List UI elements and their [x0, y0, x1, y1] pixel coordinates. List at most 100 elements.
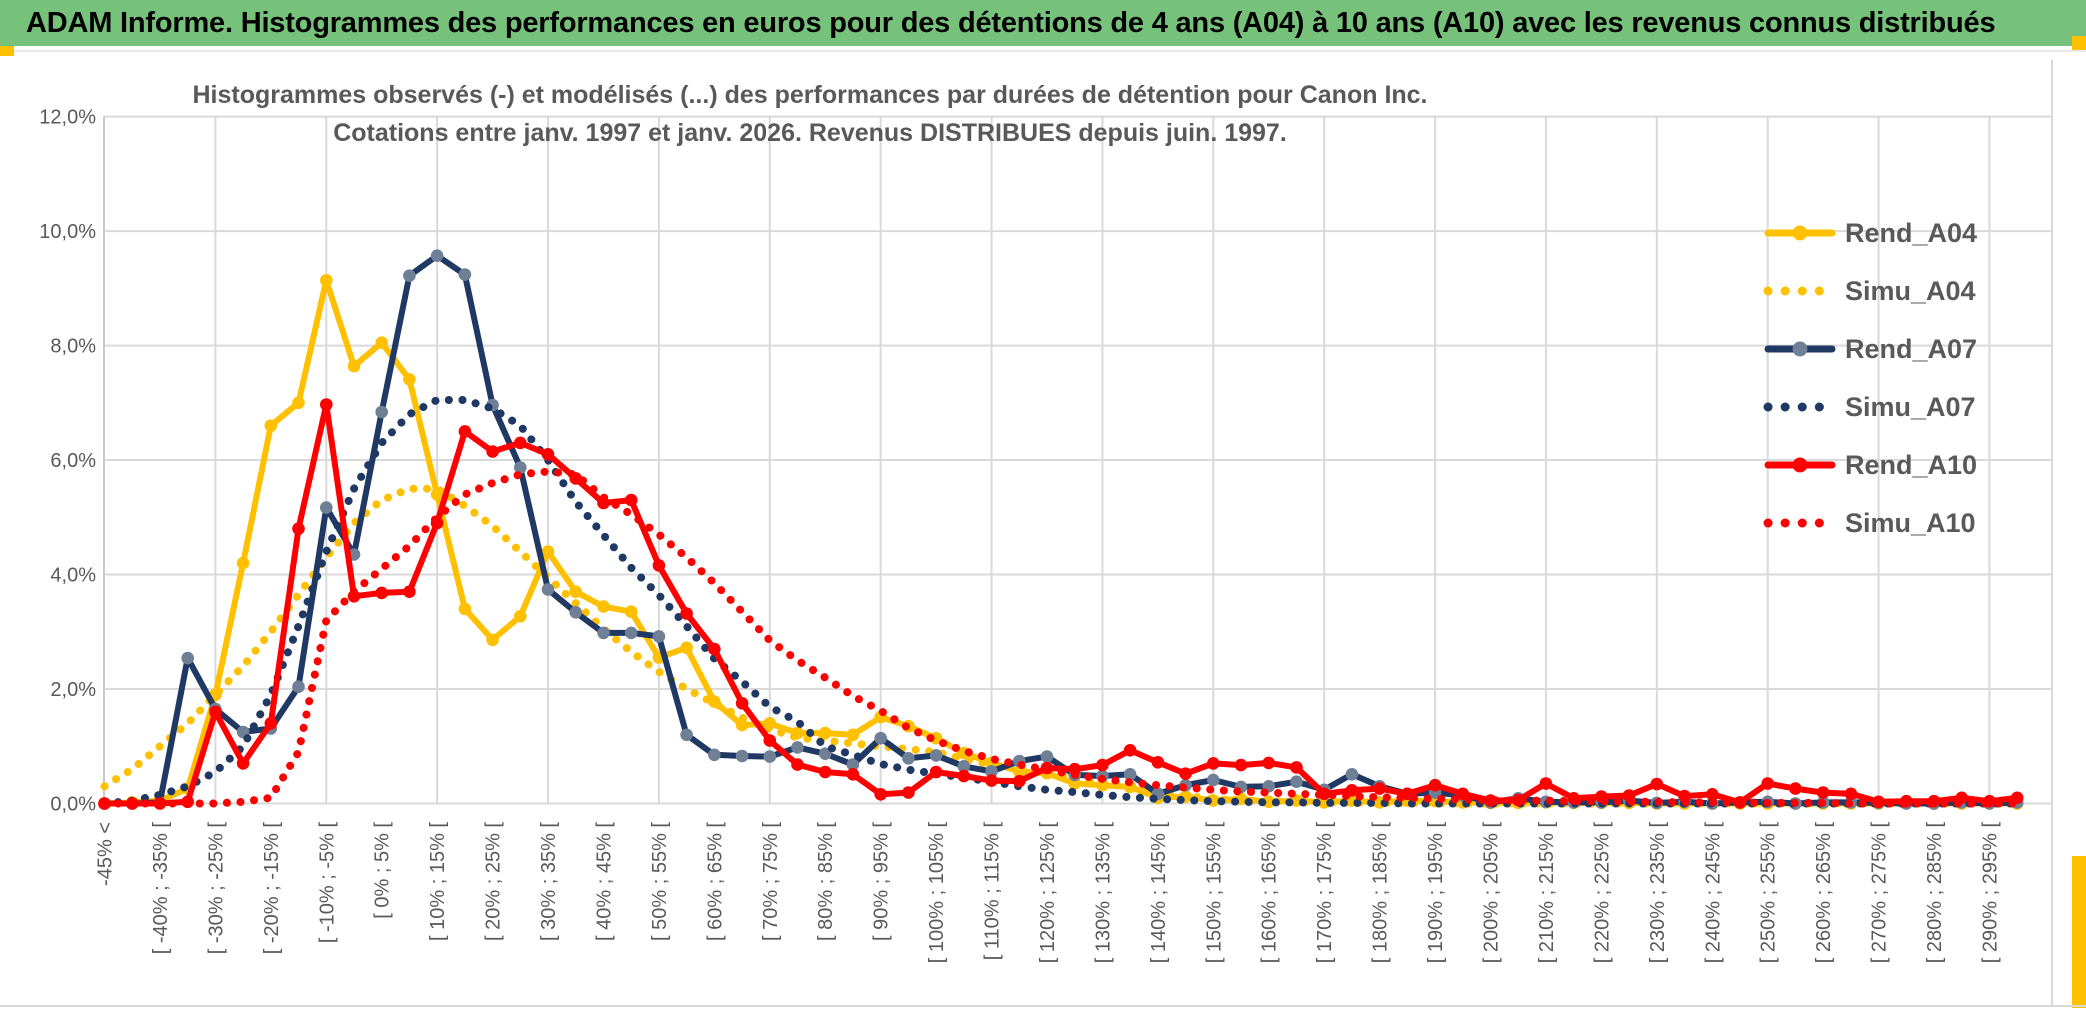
series-Simu_A04	[100, 484, 2022, 808]
x-tick-label: [ -40% ; -35% [	[150, 822, 172, 955]
marker-Rend_A10	[1650, 777, 1664, 791]
marker-Rend_A04	[846, 728, 860, 742]
legend-label: Simu_A10	[1845, 508, 1976, 538]
marker-Rend_A04	[458, 602, 472, 616]
legend-item-Rend_A07[interactable]: Rend_A07	[1764, 334, 1977, 364]
marker-Rend_A10	[1262, 756, 1275, 770]
marker-Rend_A07	[929, 749, 943, 762]
marker-Rend_A10	[403, 585, 416, 598]
header-bar: ADAM Informe. Histogrammes des performan…	[0, 0, 2086, 46]
x-tick-label: [ 50% ; 55% [	[649, 822, 671, 941]
x-tick-label: [ 160% ; 165% [	[1259, 822, 1281, 964]
marker-Rend_A07	[652, 630, 666, 643]
marker-Rend_A10	[818, 765, 832, 779]
marker-Rend_A10	[1816, 786, 1830, 799]
y-tick-label: 10,0%	[39, 221, 96, 243]
marker-Rend_A04	[514, 610, 527, 623]
x-tick-label: [ 290% ; 295% [	[1979, 822, 2001, 964]
marker-Rend_A07	[597, 626, 610, 640]
x-tick-label: [ 130% ; 135% [	[1092, 822, 1114, 964]
marker-Rend_A07	[292, 680, 305, 693]
x-tick-label: [ 110% ; 115% [	[982, 822, 1004, 961]
x-tick-label: [ 40% ; 45% [	[593, 822, 615, 941]
marker-Rend_A10	[791, 758, 804, 771]
marker-Rend_A10	[375, 586, 389, 600]
legend-label: Rend_A04	[1845, 218, 1977, 248]
x-tick-label: [ 280% ; 285% [	[1924, 822, 1946, 964]
legend-item-Simu_A07[interactable]: Simu_A07	[1763, 392, 1976, 422]
marker-Rend_A07	[514, 461, 527, 474]
yellow-accent-top-left	[0, 46, 14, 56]
marker-Rend_A10	[1123, 744, 1137, 757]
marker-Rend_A10	[1096, 758, 1109, 772]
legend-item-Simu_A10[interactable]: Simu_A10	[1763, 508, 1976, 538]
marker-Rend_A04	[375, 336, 389, 350]
marker-Rend_A04	[347, 359, 361, 373]
marker-Rend_A07	[624, 626, 638, 640]
marker-Rend_A07	[985, 765, 998, 778]
y-tick-label: 8,0%	[50, 336, 96, 358]
marker-Rend_A07	[846, 758, 860, 771]
chart-title-line1: Histogrammes observés (-) et modélisés (…	[192, 81, 1428, 109]
marker-Rend_A04	[680, 641, 693, 655]
chart-title: Histogrammes observés (-) et modélisés (…	[170, 76, 1450, 152]
y-tick-label: 2,0%	[50, 679, 96, 701]
y-tick-label: 0,0%	[50, 794, 96, 816]
series-Simu_A10	[100, 467, 2022, 808]
marker-Rend_A04	[236, 556, 250, 570]
marker-Rend_A04	[597, 600, 610, 613]
x-tick-label: -45% <	[95, 822, 117, 886]
marker-Rend_A07	[569, 606, 582, 619]
marker-Rend_A10	[264, 717, 278, 730]
x-tick-label: [ 250% ; 255% [	[1758, 822, 1780, 964]
marker-Rend_A10	[1428, 778, 1442, 792]
marker-Rend_A10	[1539, 777, 1553, 790]
marker-Rend_A07	[902, 752, 915, 765]
marker-Rend_A10	[209, 705, 222, 719]
marker-Rend_A10	[708, 642, 721, 656]
x-tick-label: [ 230% ; 235% [	[1647, 822, 1669, 964]
marker-Rend_A10	[1234, 758, 1248, 772]
yellow-accent-right-bar[interactable]	[2072, 856, 2086, 1008]
y-tick-label: 12,0%	[39, 107, 96, 129]
marker-Rend_A10	[541, 448, 555, 461]
marker-Rend_A10	[735, 697, 749, 710]
marker-Rend_A10	[1290, 761, 1303, 774]
legend-item-Simu_A04[interactable]: Simu_A04	[1763, 276, 1976, 306]
x-gridlines	[214, 116, 1991, 804]
marker-Rend_A07	[957, 760, 971, 773]
header-title: ADAM Informe. Histogrammes des performan…	[26, 6, 1996, 39]
marker-Rend_A07	[763, 750, 777, 763]
legend-sample-marker	[1792, 457, 1808, 473]
legend-item-Rend_A10[interactable]: Rend_A10	[1764, 450, 1977, 480]
marker-Rend_A07	[1123, 768, 1137, 781]
series-Rend_A07	[98, 249, 2024, 810]
y-tick-label: 4,0%	[50, 565, 96, 587]
yellow-accent-top-right	[2072, 36, 2086, 50]
marker-Rend_A10	[763, 734, 777, 747]
marker-Rend_A07	[1345, 768, 1359, 781]
x-tick-label: [ 20% ; 25% [	[483, 822, 505, 941]
x-tick-label: [ 240% ; 245% [	[1702, 822, 1724, 964]
marker-Rend_A07	[458, 268, 472, 281]
x-tick-label: [ 60% ; 65% [	[704, 822, 726, 941]
x-tick-label: [ 80% ; 85% [	[815, 822, 837, 941]
marker-Rend_A04	[320, 274, 333, 287]
x-tick-label: [ -10% ; -5% [	[316, 822, 338, 944]
marker-Rend_A10	[236, 757, 250, 770]
marker-Rend_A10	[486, 445, 499, 458]
marker-Rend_A07	[320, 501, 333, 514]
marker-Rend_A07	[181, 651, 194, 665]
series-line-Rend_A07	[101, 252, 2021, 807]
marker-Rend_A07	[375, 405, 389, 419]
marker-Rend_A04	[624, 605, 638, 618]
y-tick-label: 6,0%	[50, 450, 96, 472]
header-divider	[0, 50, 2086, 52]
legend-label: Rend_A10	[1845, 450, 1977, 480]
x-tick-label: [ 260% ; 265% [	[1813, 822, 1835, 964]
marker-Rend_A10	[929, 765, 943, 779]
legend-item-Rend_A04[interactable]: Rend_A04	[1764, 218, 1977, 248]
x-tick-label: [ -20% ; -15% [	[261, 822, 283, 955]
